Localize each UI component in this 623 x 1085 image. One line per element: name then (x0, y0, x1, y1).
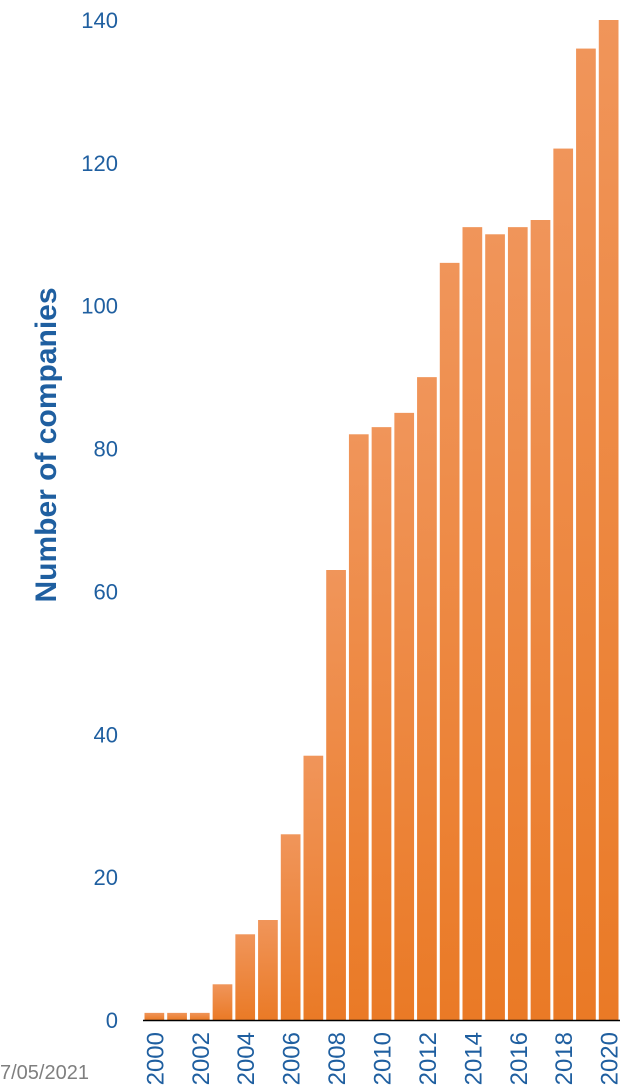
bar-2018 (553, 148, 574, 1020)
x-tick-label: 2008 (324, 1032, 351, 1085)
bar-2020 (598, 20, 619, 1020)
x-tick-label: 2006 (279, 1032, 306, 1085)
y-tick-label: 80 (94, 437, 118, 462)
bar-2003 (212, 984, 233, 1020)
bar-2008 (326, 570, 346, 1020)
x-tick-label: 2002 (188, 1032, 215, 1085)
bar-2006 (280, 834, 301, 1020)
bar-2004 (235, 934, 256, 1020)
y-tick-label: 0 (106, 1008, 118, 1033)
y-tick-label: 100 (81, 294, 118, 319)
x-tick-label: 2010 (370, 1032, 397, 1085)
y-tick-label: 20 (94, 865, 118, 890)
bar-2015 (485, 234, 505, 1021)
y-tick-label: 40 (94, 722, 118, 747)
bars (144, 20, 619, 1021)
x-tick-label: 2014 (460, 1032, 487, 1085)
x-axis-ticks: 2000 2002 2004 2006 2008 2010 2012 2014 2016 2018… (142, 1032, 623, 1085)
bar-2009 (348, 434, 369, 1020)
bar-2010 (371, 427, 392, 1020)
footer-date: 7/05/2021 (0, 1062, 89, 1084)
bar-2016 (507, 227, 528, 1020)
x-tick-label: 2004 (233, 1032, 260, 1085)
x-tick-label: 2012 (415, 1032, 442, 1085)
bar-2011 (394, 412, 415, 1020)
bar-2014 (462, 227, 483, 1020)
x-tick-label: 2000 (142, 1032, 169, 1085)
bar-2017 (530, 220, 551, 1020)
y-tick-label: 60 (94, 579, 118, 604)
y-tick-label: 120 (81, 151, 118, 176)
bar-2000 (144, 1012, 165, 1020)
x-tick-label: 2018 (551, 1032, 578, 1085)
x-tick-label: 2016 (506, 1032, 533, 1085)
bar-2002 (189, 1012, 210, 1020)
x-tick-label: 2020 (597, 1032, 623, 1085)
bar-2007 (303, 755, 324, 1020)
bar-2001 (167, 1012, 187, 1020)
y-axis-ticks: 0 20 40 60 80 100 120 140 (81, 8, 118, 1033)
bar-2013 (439, 262, 460, 1020)
y-tick-label: 140 (81, 8, 118, 33)
bar-2005 (258, 920, 278, 1020)
bar-2012 (417, 377, 437, 1020)
bar-2019 (576, 48, 596, 1020)
y-axis-title: Number of companies (30, 287, 63, 602)
